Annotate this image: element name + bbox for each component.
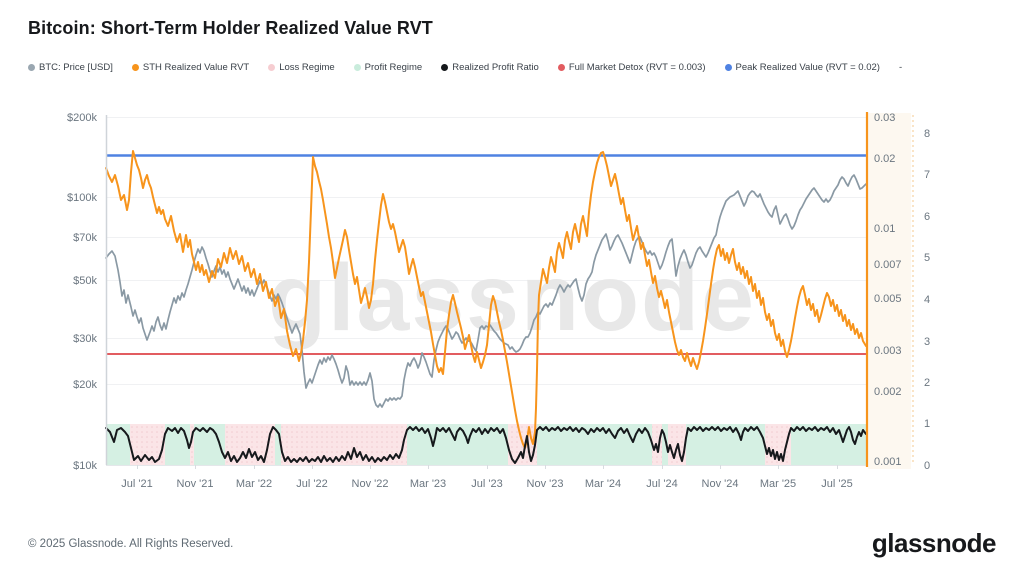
rvt-axis-tick: 0.007 [874, 259, 902, 271]
legend-item-3[interactable]: Profit Regime [353, 62, 423, 73]
regime-band-profit [275, 424, 281, 465]
legend-dot [131, 64, 139, 71]
legend-dot [268, 64, 276, 71]
legend-label: Peak Realized Value (RVT = 0.02) [735, 62, 880, 73]
legend-label: Profit Regime [364, 62, 423, 73]
rvt-axis-tick: 0.005 [874, 293, 902, 305]
legend-dot [353, 64, 361, 71]
series-lines [105, 150, 867, 464]
legend-dot [441, 64, 449, 71]
x-axis-tick: Mar '24 [585, 478, 621, 490]
left-axis-tick: $100k [67, 192, 97, 204]
ratio-axis-tick: 3 [924, 336, 930, 348]
regime-band-profit [165, 424, 190, 465]
x-axis-tick: Nov '24 [702, 478, 739, 490]
x-axis-tick: Mar '25 [760, 478, 796, 490]
x-axis-tick: Mar '23 [410, 478, 446, 490]
legend-label: - [898, 62, 903, 73]
x-axis-tick: Jul '23 [471, 478, 502, 490]
rvt-axis-tick: 0.02 [874, 153, 895, 165]
ratio-axis-tick: 6 [924, 211, 930, 223]
legend-item-4[interactable]: Realized Profit Ratio [441, 62, 539, 73]
rvt-axis-tick: 0.001 [874, 456, 902, 468]
left-axis-tick: $20k [73, 379, 97, 391]
regime-band-loss [190, 424, 194, 465]
x-axis-tick: Jul '21 [121, 478, 152, 490]
ratio-axis-tick: 8 [924, 128, 930, 140]
legend-dot [28, 64, 35, 71]
legend-label: Loss Regime [279, 62, 335, 73]
axes [105, 112, 914, 469]
ratio-axis-tick: 4 [924, 294, 930, 306]
legend-item-6[interactable]: Peak Realized Value (RVT = 0.02) [724, 62, 880, 73]
rvt-axis-strip [868, 113, 911, 469]
ratio-axis-tick: 1 [924, 418, 930, 430]
rvt-axis-tick: 0.003 [874, 345, 902, 357]
series-sth-realized-value-rvt [105, 150, 867, 449]
legend: BTC: Price [USD] STH Realized Value RVT Lo… [28, 62, 902, 73]
x-axis-tick: Mar '22 [236, 478, 272, 490]
watermark: glassnode [268, 245, 756, 351]
legend-item-0[interactable]: BTC: Price [USD] [28, 62, 113, 73]
legend-label: STH Realized Value RVT [142, 62, 250, 73]
left-axis-tick: $30k [73, 333, 97, 345]
legend-label: Realized Profit Ratio [452, 62, 539, 73]
regime-band-profit [662, 424, 668, 465]
left-axis-tick: $200k [67, 112, 97, 124]
ratio-axis-tick: 5 [924, 252, 930, 264]
series-realized-profit-ratio [105, 426, 867, 464]
legend-item-1[interactable]: STH Realized Value RVT [131, 62, 250, 73]
rvt-axis-strip-bg [868, 113, 911, 469]
ratio-axis-tick: 2 [924, 377, 930, 389]
copyright-text: © 2025 Glassnode. All Rights Reserved. [28, 538, 234, 550]
legend-label: Full Market Detox (RVT = 0.003) [568, 62, 706, 73]
left-axis-tick: $70k [73, 232, 97, 244]
legend-item-5[interactable]: Full Market Detox (RVT = 0.003) [557, 62, 706, 73]
legend-item-7[interactable]: - [899, 62, 902, 73]
left-axis-tick: $10k [73, 460, 97, 472]
x-axis-tick: Jul '24 [646, 478, 677, 490]
legend-label: BTC: Price [USD] [39, 62, 113, 73]
left-axis-tick: $50k [73, 275, 97, 287]
x-axis-tick: Jul '25 [821, 478, 852, 490]
ratio-axis-tick: 7 [924, 169, 930, 181]
glassnode-logo: glassnode [871, 528, 997, 558]
page-title: Bitcoin: Short-Term Holder Realized Valu… [28, 18, 433, 38]
x-axis-tick: Jul '22 [296, 478, 327, 490]
x-axis-tick: Nov '22 [352, 478, 389, 490]
x-axis-tick: Nov '21 [177, 478, 214, 490]
rvt-axis-tick: 0.002 [874, 386, 902, 398]
legend-item-2[interactable]: Loss Regime [268, 62, 335, 73]
x-axis-tick: Nov '23 [527, 478, 564, 490]
legend-dot [557, 64, 565, 71]
tick-labels: $200k $100k $70k $50k $30k $20k $10k 0.03 0.02 0.… [67, 112, 930, 490]
legend-dot [724, 64, 732, 71]
rvt-axis-tick: 0.03 [874, 112, 895, 124]
regime-band-profit [686, 424, 765, 465]
ratio-axis-tick: 0 [924, 460, 930, 472]
rvt-axis-tick: 0.01 [874, 223, 895, 235]
